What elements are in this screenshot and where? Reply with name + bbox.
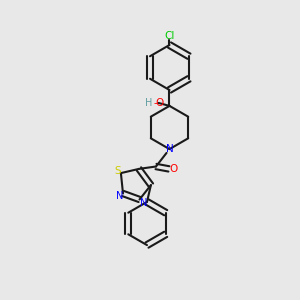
Text: N: N [166,144,173,154]
Text: O: O [170,164,178,174]
Text: H: H [145,98,152,108]
Text: -: - [154,98,157,108]
Text: N: N [140,197,147,208]
Text: O: O [155,98,164,108]
Text: Cl: Cl [164,31,175,41]
Text: N: N [116,191,123,201]
Text: S: S [115,166,121,176]
